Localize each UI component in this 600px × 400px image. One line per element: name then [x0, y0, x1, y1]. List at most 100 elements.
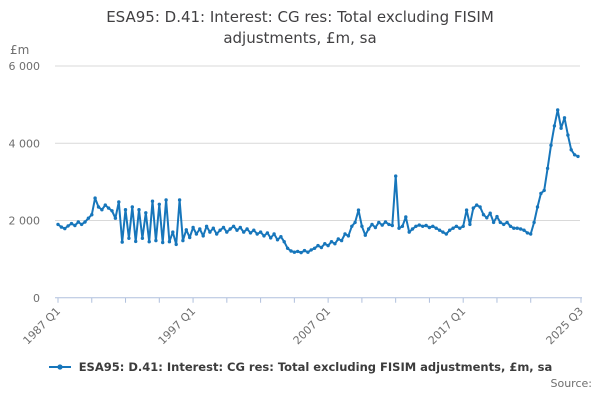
data-point-marker [86, 216, 91, 220]
data-point-marker [468, 222, 472, 227]
data-point-marker [316, 243, 320, 248]
data-point-marker [471, 206, 475, 210]
data-point-marker [272, 232, 276, 236]
legend: ESA95: D.41: Interest: CG res: Total exc… [0, 360, 600, 374]
data-point-marker [559, 126, 563, 130]
data-point-marker [437, 228, 442, 232]
data-point-marker [339, 238, 344, 243]
data-point-marker [302, 248, 307, 253]
data-point-marker [130, 205, 134, 209]
data-point-marker [225, 230, 229, 234]
x-tick-label: 2007 Q1 [291, 305, 334, 348]
y-axis-unit-label: £m [10, 43, 30, 57]
data-point-marker [366, 227, 371, 231]
data-point-marker [157, 202, 161, 206]
data-point-marker [228, 227, 232, 231]
data-point-marker [117, 200, 121, 204]
data-point-marker [258, 230, 263, 234]
data-point-marker [188, 235, 192, 240]
data-point-marker [181, 238, 185, 243]
data-point-marker [451, 226, 455, 230]
data-point-marker [434, 226, 438, 230]
data-point-marker [113, 216, 118, 220]
data-point-marker [103, 203, 108, 207]
data-point-marker [522, 228, 526, 232]
data-point-marker [56, 222, 60, 227]
legend-marker-dot [57, 364, 63, 370]
data-point-marker [407, 230, 411, 234]
data-point-marker [373, 225, 378, 230]
data-point-marker [191, 225, 195, 230]
data-point-marker [424, 223, 428, 228]
data-point-marker [154, 238, 158, 243]
data-point-marker [275, 238, 280, 242]
y-tick-label: 0 [33, 292, 40, 305]
data-point-marker [512, 226, 516, 230]
data-point-marker [208, 230, 212, 234]
x-tick-label: 2017 Q1 [426, 305, 469, 348]
data-point-marker [539, 191, 543, 196]
data-point-marker [478, 205, 482, 209]
data-series-line [57, 109, 579, 254]
data-point-marker [458, 226, 462, 230]
data-point-marker [242, 230, 246, 234]
data-point-marker [485, 216, 489, 220]
data-point-marker [289, 249, 293, 253]
data-point-marker [356, 208, 361, 212]
chart-title: ESA95: D.41: Interest: CG res: Total exc… [50, 7, 550, 49]
data-point-marker [441, 230, 445, 234]
data-point-marker [279, 235, 283, 239]
data-point-marker [174, 242, 178, 247]
data-point-marker [312, 246, 317, 250]
data-point-marker [566, 133, 570, 137]
data-point-marker [245, 227, 249, 231]
data-point-marker [333, 242, 337, 246]
data-point-marker [481, 213, 486, 217]
data-point-marker [147, 240, 151, 244]
data-point-marker [427, 225, 432, 230]
data-point-marker [194, 232, 199, 236]
data-point-marker [127, 236, 131, 240]
y-tick-label: 4 000 [9, 137, 41, 150]
chart-title-line2: adjustments, £m, sa [223, 29, 377, 47]
data-point-marker [542, 188, 546, 193]
data-point-marker [59, 225, 64, 229]
data-point-marker [171, 230, 175, 234]
data-point-marker [198, 227, 202, 231]
data-point-marker [140, 236, 145, 240]
data-point-marker [400, 224, 405, 228]
data-point-marker [336, 237, 340, 241]
data-point-marker [502, 222, 506, 227]
data-point-marker [549, 143, 553, 147]
data-point-marker [508, 224, 513, 228]
data-point-marker [211, 226, 215, 230]
data-point-marker [66, 224, 70, 228]
data-point-marker [134, 239, 138, 244]
data-point-marker [363, 233, 367, 237]
data-point-marker [410, 227, 415, 231]
data-point-marker [238, 225, 242, 230]
data-point-marker [525, 231, 530, 235]
data-point-marker [545, 166, 550, 171]
data-point-marker [177, 198, 182, 202]
data-point-marker [323, 242, 327, 246]
data-point-marker [255, 232, 259, 236]
data-point-marker [421, 224, 425, 228]
data-point-marker [562, 116, 567, 120]
legend-line-marker-icon [48, 364, 71, 370]
data-point-marker [353, 220, 357, 225]
data-point-marker [394, 174, 398, 178]
data-point-marker [370, 222, 374, 227]
data-point-marker [218, 228, 222, 232]
data-point-marker [529, 232, 533, 236]
y-tick-label: 2 000 [9, 215, 41, 228]
data-point-marker [215, 232, 219, 236]
data-point-marker [69, 221, 74, 226]
data-point-marker [110, 209, 114, 213]
data-point-marker [377, 220, 381, 225]
data-point-marker [448, 228, 452, 232]
x-tick-label: 2025 Q3 [544, 305, 587, 348]
data-point-marker [161, 240, 165, 245]
legend-label: ESA95: D.41: Interest: CG res: Total exc… [78, 360, 553, 374]
